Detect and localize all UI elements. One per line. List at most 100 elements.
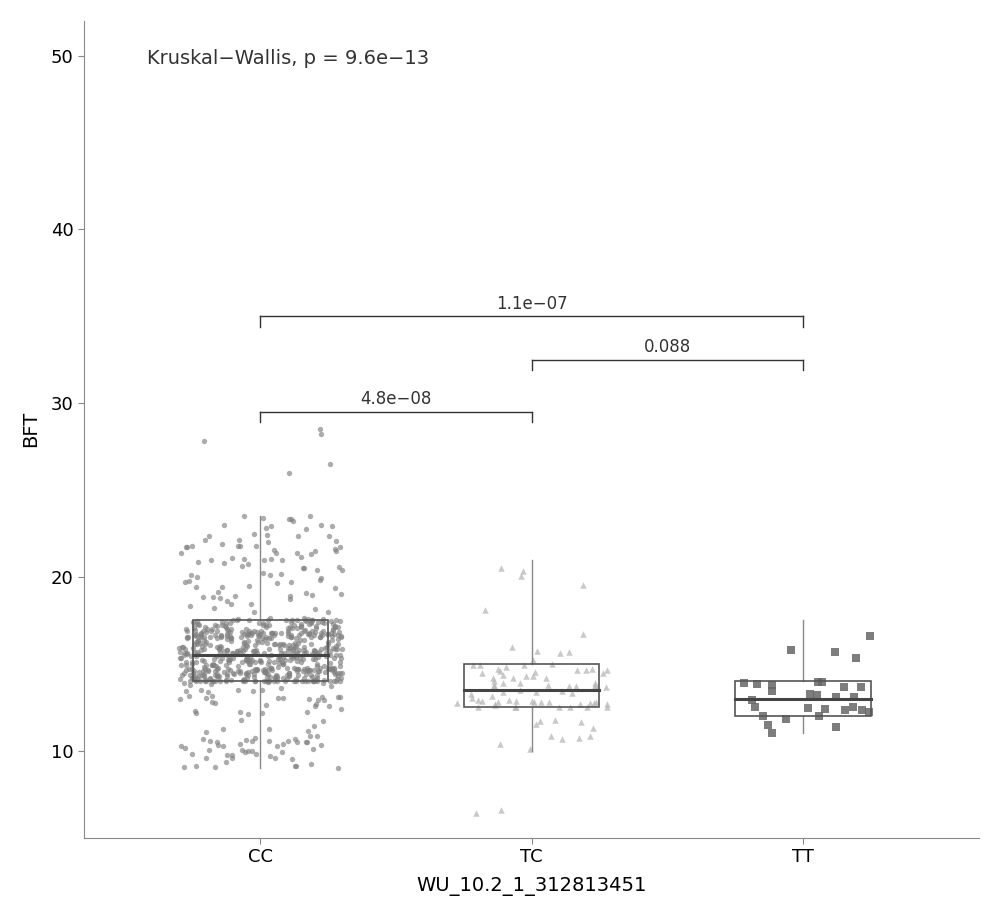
Point bbox=[323, 626, 339, 641]
Point bbox=[474, 666, 490, 680]
Point bbox=[324, 629, 340, 644]
Point bbox=[218, 674, 234, 689]
Point bbox=[200, 664, 216, 679]
Point bbox=[269, 670, 285, 685]
Point bbox=[299, 663, 315, 678]
Point bbox=[184, 655, 200, 669]
Point bbox=[254, 683, 270, 698]
Point bbox=[322, 644, 338, 658]
Point bbox=[219, 629, 235, 644]
Point bbox=[291, 643, 307, 657]
Point bbox=[306, 627, 322, 642]
Point bbox=[240, 706, 256, 721]
Point bbox=[304, 613, 320, 628]
Point bbox=[213, 629, 229, 644]
Point bbox=[240, 634, 256, 648]
Point bbox=[326, 661, 342, 676]
Point bbox=[196, 667, 212, 681]
Point bbox=[540, 678, 556, 692]
Point bbox=[518, 668, 534, 683]
Point bbox=[293, 619, 309, 634]
Point bbox=[236, 626, 252, 641]
Point bbox=[310, 693, 326, 708]
Point bbox=[189, 569, 205, 584]
Point bbox=[218, 755, 234, 769]
Point bbox=[219, 666, 235, 680]
Point bbox=[290, 668, 306, 683]
Point bbox=[266, 636, 282, 651]
Point bbox=[301, 691, 317, 706]
Point bbox=[273, 567, 289, 581]
Point bbox=[220, 624, 236, 638]
Point bbox=[191, 668, 207, 683]
Point bbox=[267, 626, 283, 641]
Point bbox=[182, 668, 198, 682]
Point bbox=[332, 647, 348, 662]
Point bbox=[468, 806, 484, 821]
Point bbox=[255, 511, 271, 525]
Point bbox=[212, 674, 228, 689]
Point bbox=[219, 632, 235, 646]
Point bbox=[269, 674, 285, 689]
Point bbox=[204, 657, 220, 672]
Point bbox=[290, 662, 306, 677]
Point bbox=[197, 619, 213, 634]
Point bbox=[236, 635, 252, 649]
Point bbox=[764, 683, 780, 698]
Point bbox=[325, 641, 341, 656]
Point bbox=[320, 635, 336, 649]
Point bbox=[333, 587, 349, 602]
Point bbox=[332, 690, 348, 704]
Point bbox=[223, 634, 239, 648]
Point bbox=[333, 650, 349, 665]
Point bbox=[234, 624, 250, 639]
Point bbox=[295, 664, 311, 679]
Point bbox=[309, 729, 325, 744]
Point bbox=[232, 645, 248, 659]
Point bbox=[204, 657, 220, 672]
Point bbox=[246, 526, 262, 541]
Point bbox=[764, 678, 780, 692]
Point bbox=[281, 668, 297, 683]
Point bbox=[332, 658, 348, 673]
Point bbox=[474, 694, 490, 709]
Point bbox=[192, 630, 208, 645]
Point bbox=[811, 708, 827, 723]
Point bbox=[179, 630, 195, 645]
Point bbox=[171, 641, 187, 656]
Point bbox=[248, 538, 264, 553]
Point bbox=[190, 555, 206, 569]
Point bbox=[258, 666, 274, 680]
Point bbox=[561, 645, 577, 659]
Point bbox=[316, 693, 332, 708]
Point bbox=[227, 589, 243, 603]
Point bbox=[275, 649, 291, 664]
Point bbox=[186, 645, 202, 659]
Point bbox=[223, 631, 239, 646]
Point bbox=[284, 621, 300, 635]
Point bbox=[262, 568, 278, 582]
Point bbox=[285, 514, 301, 529]
Point bbox=[290, 635, 306, 650]
Point bbox=[495, 684, 511, 699]
Point bbox=[527, 665, 543, 679]
Point bbox=[202, 638, 218, 653]
Point bbox=[216, 556, 232, 570]
Point bbox=[178, 663, 194, 678]
Point bbox=[493, 561, 509, 576]
Point bbox=[199, 622, 215, 636]
Point bbox=[249, 624, 265, 639]
Point bbox=[269, 576, 285, 591]
Point bbox=[599, 700, 615, 714]
Point bbox=[533, 694, 549, 709]
Point bbox=[261, 654, 277, 668]
Point bbox=[184, 657, 200, 671]
Point bbox=[736, 675, 752, 690]
Point bbox=[188, 580, 204, 594]
Point bbox=[184, 661, 200, 676]
Point bbox=[210, 661, 226, 676]
Point bbox=[172, 645, 188, 659]
Point bbox=[222, 624, 238, 639]
Point bbox=[264, 663, 280, 678]
Point bbox=[508, 700, 524, 714]
